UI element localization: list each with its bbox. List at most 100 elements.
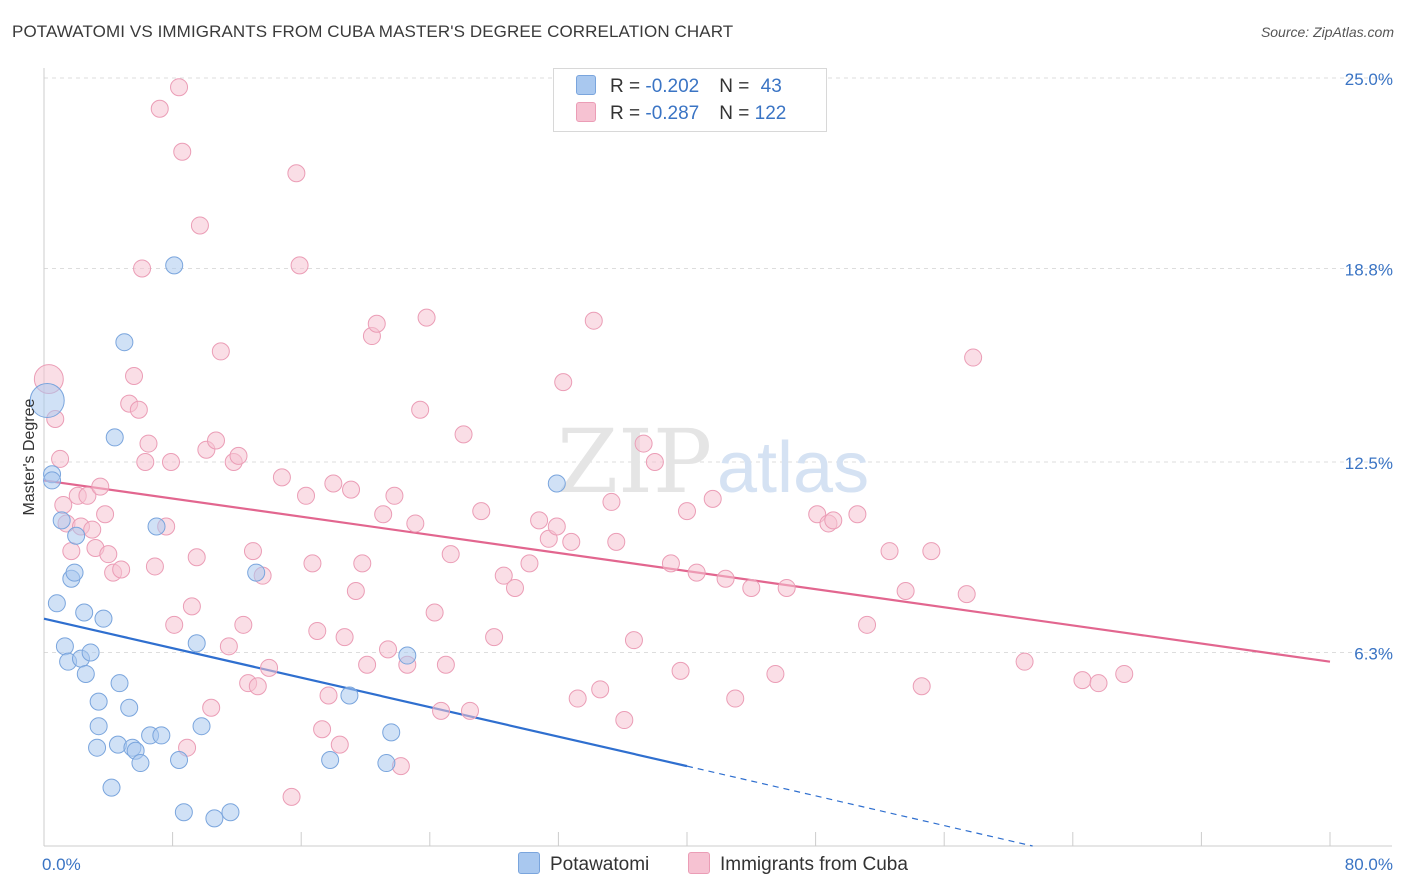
cuba-point-47 — [282, 787, 301, 806]
cuba-point-40 — [234, 615, 253, 634]
potawatomi-point-40 — [377, 754, 396, 773]
potawatomi-points — [29, 256, 566, 828]
cuba-point-100 — [687, 563, 706, 582]
potawatomi-point-17 — [94, 609, 113, 628]
cuba-point-54 — [319, 686, 338, 705]
cuba-point-17 — [125, 366, 144, 385]
cuba-point-81 — [505, 578, 524, 597]
cuba-point-21 — [139, 434, 158, 453]
cuba-point-74 — [436, 655, 455, 674]
cuba-point-92 — [607, 532, 626, 551]
potawatomi-point-3 — [47, 594, 66, 613]
cuba-point-57 — [335, 628, 354, 647]
cuba-point-2 — [51, 449, 70, 468]
cuba-point-11 — [91, 477, 110, 496]
cuba-point-95 — [634, 434, 653, 453]
cuba-point-27 — [170, 78, 189, 97]
potawatomi-point-4 — [52, 511, 71, 530]
cuba-point-112 — [880, 542, 899, 561]
cuba-point-75 — [441, 545, 460, 564]
cuba-point-43 — [248, 677, 267, 696]
potawatomi-point-33 — [187, 634, 206, 653]
cuba-point-80 — [494, 566, 513, 585]
potawatomi-point-2 — [43, 471, 62, 490]
cuba-point-58 — [342, 480, 361, 499]
potawatomi-point-26 — [131, 754, 150, 773]
cuba-point-15 — [112, 560, 131, 579]
cuba-point-39 — [229, 446, 248, 465]
cuba-point-23 — [150, 99, 169, 118]
potawatomi-trend-line — [43, 617, 688, 768]
potawatomi-point-34 — [192, 717, 211, 736]
cuba-point-19 — [133, 259, 152, 278]
cuba-point-69 — [406, 514, 425, 533]
potawatomi-point-21 — [110, 674, 129, 693]
potawatomi-point-19 — [105, 428, 124, 447]
legend-n-value: 122 — [754, 103, 787, 124]
potawatomi-point-0 — [29, 383, 65, 419]
cuba-point-12 — [96, 505, 115, 524]
cuba-point-104 — [742, 578, 761, 597]
chart-title: POTAWATOMI VS IMMIGRANTS FROM CUBA MASTE… — [12, 22, 734, 41]
potawatomi-point-5 — [55, 637, 74, 656]
cuba-point-66 — [385, 486, 404, 505]
cuba-point-105 — [766, 664, 785, 683]
potawatomi-point-42 — [398, 646, 417, 665]
watermark-zip: ZIP — [557, 410, 712, 513]
cuba-point-32 — [190, 216, 209, 235]
cuba-point-97 — [661, 554, 680, 573]
correlation-legend: R = -0.202 N = 43 R = -0.287 N = 122 — [553, 68, 827, 132]
legend-swatch-pink — [576, 102, 596, 122]
cuba-point-119 — [1073, 671, 1092, 690]
cuba-point-121 — [1115, 664, 1134, 683]
watermark: ZIP atlas — [557, 410, 869, 513]
cuba-point-50 — [297, 486, 316, 505]
cuba-point-51 — [303, 554, 322, 573]
cuba-point-61 — [358, 655, 377, 674]
cuba-trend-line — [43, 479, 1331, 663]
cuba-point-60 — [353, 554, 372, 573]
potawatomi-point-28 — [147, 517, 166, 536]
cuba-point-55 — [324, 474, 343, 493]
bottom-legend-potawatomi: Potawatomi — [518, 852, 649, 876]
potawatomi-point-11 — [75, 603, 94, 622]
potawatomi-point-39 — [340, 686, 359, 705]
cuba-point-117 — [964, 348, 983, 367]
cuba-point-8 — [78, 486, 97, 505]
potawatomi-point-15 — [89, 717, 108, 736]
cuba-point-78 — [472, 502, 491, 521]
cuba-point-86 — [554, 373, 573, 392]
legend-row-cuba: R = -0.287 N = 122 — [576, 102, 786, 125]
potawatomi-point-35 — [205, 809, 224, 828]
cuba-point-36 — [211, 342, 230, 361]
cuba-points — [33, 78, 1134, 806]
cuba-point-34 — [202, 698, 221, 717]
y-axis-label: Master's Degree — [21, 398, 38, 515]
legend-r-label: R = — [610, 76, 646, 97]
cuba-point-37 — [219, 637, 238, 656]
cuba-point-83 — [530, 511, 549, 530]
cuba-point-115 — [922, 542, 941, 561]
legend-swatch-blue — [576, 75, 596, 95]
potawatomi-point-8 — [65, 563, 84, 582]
watermark-atlas: atlas — [717, 428, 869, 508]
cuba-point-30 — [182, 597, 201, 616]
y-tick-label-3: 25.0% — [1345, 70, 1393, 89]
x-tick-label-min: 0.0% — [42, 855, 81, 874]
grid-lines — [44, 77, 1392, 653]
cuba-point-120 — [1089, 674, 1108, 693]
cuba-point-87 — [562, 532, 581, 551]
legend-row-potawatomi: R = -0.202 N = 43 — [576, 75, 782, 98]
cuba-point-79 — [485, 628, 504, 647]
cuba-point-101 — [703, 489, 722, 508]
potawatomi-point-23 — [120, 698, 139, 717]
legend-n-label: N = — [719, 76, 755, 97]
cuba-point-26 — [165, 615, 184, 634]
potawatomi-point-43 — [547, 474, 566, 493]
cuba-point-70 — [411, 400, 430, 419]
cuba-point-3 — [54, 496, 73, 515]
bottom-legend-cuba: Immigrants from Cuba — [688, 852, 908, 876]
potawatomi-point-30 — [165, 256, 184, 275]
cuba-point-31 — [187, 548, 206, 567]
